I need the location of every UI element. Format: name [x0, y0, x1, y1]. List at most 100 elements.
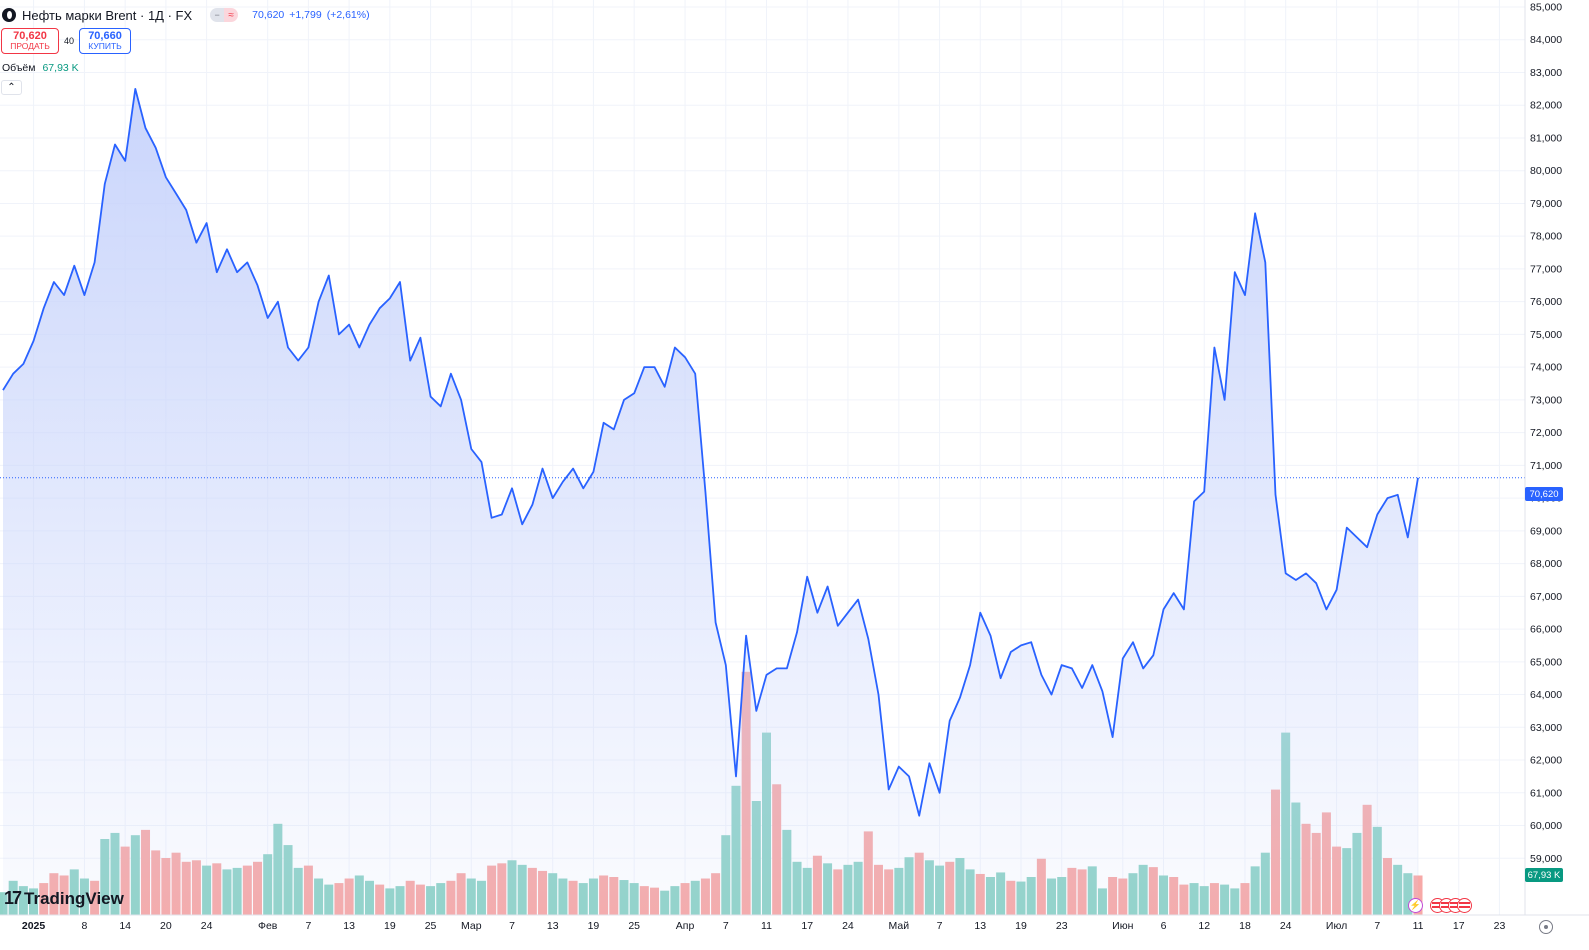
time-tick-label: 12: [1198, 920, 1210, 932]
price-tick-label: 76,000: [1530, 296, 1562, 308]
price-tick-label: 66,000: [1530, 624, 1562, 636]
economic-events[interactable]: [1430, 898, 1472, 913]
price-tick-label: 82,000: [1530, 100, 1562, 112]
time-tick-label: 11: [1413, 920, 1424, 932]
time-tick-label: Апр: [676, 920, 695, 932]
delayed-data-icon: ≈: [224, 8, 239, 22]
buy-price: 70,660: [88, 29, 122, 42]
price-axis: 85,000 84,000 83,000 82,000 81,000 80,000 79,0…: [1530, 2, 1562, 865]
time-tick-label: 8: [82, 920, 88, 932]
time-axis: 2025 8 14 20 24 Фев 7 13 19 25 Мар 7 13 19 25 Апр 7 11 17 2…: [22, 920, 1506, 932]
us-flag-icon[interactable]: [1457, 898, 1472, 913]
time-tick-label: 7: [305, 920, 311, 932]
time-tick-label: Май: [889, 920, 910, 932]
price-tick-label: 85,000: [1530, 2, 1562, 14]
price-tick-label: 69,000: [1530, 525, 1562, 537]
time-tick-label: 18: [1239, 920, 1251, 932]
time-tick-label: 17: [1453, 920, 1465, 932]
time-tick-label: 20: [160, 920, 172, 932]
time-tick-label: 11: [761, 920, 772, 932]
buy-label: КУПИТЬ: [88, 41, 122, 52]
time-tick-label: 25: [628, 920, 640, 932]
time-tick-label: Фев: [258, 920, 278, 932]
market-closed-icon: −: [210, 8, 225, 22]
time-tick-label: 7: [723, 920, 729, 932]
time-tick-label: 6: [1161, 920, 1167, 932]
price-tick-label: 67,000: [1530, 591, 1562, 603]
collapse-legend-button[interactable]: ⌃: [1, 80, 22, 95]
volume-price-tag: 67,93 K: [1525, 868, 1563, 882]
volume-bar: [1413, 875, 1423, 915]
price-tick-label: 84,000: [1530, 34, 1562, 46]
time-tick-label: 19: [1015, 920, 1027, 932]
time-tick-label: 13: [343, 920, 355, 932]
price-tick-label: 68,000: [1530, 558, 1562, 570]
trade-buttons: 70,620 ПРОДАТЬ 40 70,660 КУПИТЬ: [1, 28, 132, 54]
price-tick-label: 74,000: [1530, 362, 1562, 374]
symbol-header: Нефть марки Brent · 1Д · FX − ≈ 70,620 +…: [2, 5, 370, 25]
tv-logo-text: TradingView: [24, 888, 124, 908]
time-tick-label: 7: [1374, 920, 1380, 932]
time-tick-label: 7: [937, 920, 943, 932]
volume-value: 67,93 K: [42, 62, 79, 74]
lightning-icon[interactable]: ⚡: [1408, 898, 1423, 913]
price-tick-label: 60,000: [1530, 820, 1562, 832]
price-tick-label: 80,000: [1530, 165, 1562, 177]
quote-summary: 70,620 +1,799 (+2,61%): [252, 9, 369, 21]
price-tick-label: 65,000: [1530, 656, 1562, 668]
time-tick-label: 14: [119, 920, 131, 932]
price-tick-label: 73,000: [1530, 394, 1562, 406]
last-price-tag: 70,620: [1525, 487, 1563, 501]
buy-button[interactable]: 70,660 КУПИТЬ: [79, 28, 132, 54]
time-tick-label: 24: [1280, 920, 1292, 932]
price-tick-label: 81,000: [1530, 132, 1562, 144]
time-tick-label: 2025: [22, 920, 46, 932]
price-tick-label: 79,000: [1530, 198, 1562, 210]
time-tick-label: 25: [425, 920, 437, 932]
last-price: 70,620: [252, 9, 285, 21]
time-tick-label: 7: [509, 920, 515, 932]
price-series: [0, 88, 1525, 915]
sell-label: ПРОДАТЬ: [10, 41, 50, 52]
time-tick-label: Мар: [461, 920, 482, 932]
volume-label: Объём: [2, 62, 36, 74]
chevron-up-icon: ⌃: [7, 82, 16, 93]
time-tick-label: 17: [801, 920, 813, 932]
price-tick-label: 77,000: [1530, 263, 1562, 275]
price-change-percent: (+2,61%): [326, 9, 370, 21]
time-tick-label: 19: [588, 920, 600, 932]
price-tick-label: 59,000: [1530, 853, 1562, 865]
price-tick-label: 83,000: [1530, 67, 1562, 79]
time-tick-label: 13: [974, 920, 986, 932]
price-area-fill: [3, 88, 1418, 915]
market-status[interactable]: − ≈: [210, 8, 239, 22]
price-tick-label: 64,000: [1530, 689, 1562, 701]
time-tick-label: 23: [1494, 920, 1506, 932]
sell-button[interactable]: 70,620 ПРОДАТЬ: [1, 28, 59, 54]
price-tick-label: 61,000: [1530, 787, 1562, 799]
time-tick-label: 13: [547, 920, 559, 932]
oil-drop-icon: [2, 8, 16, 22]
time-tick-label: 24: [842, 920, 854, 932]
price-tick-label: 78,000: [1530, 231, 1562, 243]
time-tick-label: Июн: [1112, 920, 1133, 932]
time-tick-label: 24: [201, 920, 213, 932]
time-tick-label: Июл: [1326, 920, 1347, 932]
volume-legend[interactable]: Объём 67,93 K: [2, 62, 79, 74]
spread-value: 40: [64, 36, 75, 46]
time-tick-label: 19: [384, 920, 396, 932]
tv-logo-mark: 17: [4, 888, 22, 908]
price-change: +1,799: [289, 9, 322, 21]
price-tick-label: 63,000: [1530, 722, 1562, 734]
price-tick-label: 72,000: [1530, 427, 1562, 439]
price-line: [2, 88, 1419, 817]
price-tick-label: 75,000: [1530, 329, 1562, 341]
price-tick-label: 71,000: [1530, 460, 1562, 472]
time-tick-label: 23: [1056, 920, 1068, 932]
symbol-title[interactable]: Нефть марки Brent · 1Д · FX: [22, 7, 193, 23]
gear-icon[interactable]: [1539, 920, 1553, 934]
price-tick-label: 62,000: [1530, 755, 1562, 767]
sell-price: 70,620: [13, 29, 47, 42]
tradingview-logo[interactable]: 17 TradingView: [4, 888, 124, 909]
